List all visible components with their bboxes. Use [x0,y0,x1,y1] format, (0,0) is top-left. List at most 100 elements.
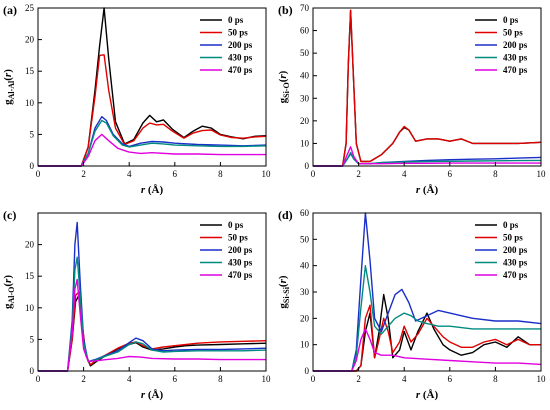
x-tick-label: 0 [311,169,316,179]
legend-label: 470 ps [503,65,528,75]
y-tick-label: 5 [30,129,35,139]
x-tick-label: 6 [448,169,453,179]
panel-label: (d) [278,208,293,222]
series-line-200-ps [313,212,542,372]
y-tick-label: 15 [25,66,35,76]
legend-label: 470 ps [228,65,253,75]
legend-label: 430 ps [228,258,253,268]
y-tick-label: 10 [25,98,35,108]
y-axis-label: gSi-Si(r) [277,275,291,308]
legend-label: 430 ps [503,53,528,63]
panel-a: 0 2 4 6 8 10 0 5 10 15 20 25 r (Å) gAl-Al(r) (a) 0 ps 50… [2,3,272,196]
x-tick-label: 2 [81,169,86,179]
x-tick-label: 6 [173,169,178,179]
y-tick-label: 30 [300,93,310,103]
series-line-50-ps [38,291,267,372]
panel-c: 0 2 4 6 8 10 0 5 10 15 20 r (Å) gAl-O(r) (c) 0 ps 50 ps… [2,208,272,401]
y-tick-label: 20 [300,313,310,323]
panel-label: (a) [3,3,17,17]
x-tick-label: 8 [493,374,498,384]
panel-label: (b) [278,3,293,17]
x-tick-label: 0 [36,374,41,384]
x-tick-label: 4 [402,169,407,179]
x-tick-label: 6 [448,374,453,384]
x-tick-label: 0 [311,374,316,384]
x-axis-label: r (Å) [416,184,439,196]
y-tick-label: 0 [305,366,310,376]
legend-label: 0 ps [228,220,244,230]
x-tick-label: 8 [218,169,223,179]
y-tick-label: 70 [300,3,310,13]
y-tick-label: 60 [300,26,310,36]
y-tick-label: 40 [300,71,310,81]
legend-label: 200 ps [228,40,253,50]
y-tick-label: 30 [300,287,310,297]
plot-frame [312,7,542,167]
y-tick-label: 10 [300,138,310,148]
series-line-50-ps [313,304,541,372]
series-line-470-ps [313,328,542,372]
y-tick-label: 20 [300,116,310,126]
series-line-430-ps [313,151,542,167]
x-tick-label: 2 [356,374,361,384]
y-axis-label: gAl-Al(r) [2,69,16,105]
legend-label: 50 ps [503,28,523,38]
plot-frame [37,7,267,167]
x-tick-label: 10 [537,374,547,384]
y-tick-label: 0 [305,161,310,171]
series-line-50-ps [38,54,267,167]
legend-label: 0 ps [503,15,519,25]
panel-label: (c) [3,208,16,222]
x-tick-label: 2 [81,374,86,384]
x-tick-label: 6 [173,374,178,384]
x-axis-label: r (Å) [141,184,164,196]
y-tick-label: 50 [300,234,310,244]
x-tick-label: 0 [36,169,41,179]
legend-label: 0 ps [503,220,519,230]
legend-label: 470 ps [228,270,253,280]
series-line-430-ps [38,119,267,167]
x-tick-label: 10 [262,374,272,384]
x-axis-label: r (Å) [416,389,439,401]
legend-label: 200 ps [228,245,253,255]
y-axis-label: gAl-O(r) [2,275,16,309]
series-line-430-ps [313,265,541,372]
y-tick-label: 0 [30,366,35,376]
y-tick-label: 10 [25,303,35,313]
legend-label: 50 ps [503,233,523,243]
legend-label: 200 ps [503,245,528,255]
y-tick-label: 50 [300,48,310,58]
panel-b: 0 2 4 6 8 10 0 10 20 30 40 50 60 70 r (Å) gSi-O(r) (b) 0 … [277,3,547,196]
series-line-470-ps [38,278,266,372]
series-line-470-ps [313,146,541,167]
legend-label: 430 ps [503,258,528,268]
y-tick-label: 0 [30,161,35,171]
x-tick-label: 4 [127,169,132,179]
series-line-200-ps [38,221,267,372]
x-tick-label: 4 [402,374,407,384]
x-tick-label: 2 [356,169,361,179]
x-tick-label: 4 [127,374,132,384]
y-tick-label: 15 [25,271,35,281]
y-tick-label: 40 [300,261,310,271]
y-tick-label: 10 [300,340,310,350]
y-tick-label: 60 [300,208,310,218]
y-tick-label: 20 [25,240,35,250]
y-axis-label: gSi-O(r) [277,70,291,103]
plot-frame [37,212,267,372]
series-line-470-ps [38,133,266,167]
legend-label: 470 ps [503,270,528,280]
x-tick-label: 8 [218,374,223,384]
legend-label: 50 ps [228,28,248,38]
x-tick-label: 8 [493,169,498,179]
x-tick-label: 10 [537,169,547,179]
y-tick-label: 5 [30,334,35,344]
series-line-430-ps [38,256,267,372]
legend-label: 430 ps [228,53,253,63]
legend-label: 200 ps [503,40,528,50]
y-tick-label: 20 [25,35,35,45]
legend-label: 0 ps [228,15,244,25]
x-tick-label: 10 [262,169,272,179]
panel-d: 0 2 4 6 8 10 0 10 20 30 40 50 60 r (Å) gSi-Si(r) (d) 0 p… [277,208,547,401]
